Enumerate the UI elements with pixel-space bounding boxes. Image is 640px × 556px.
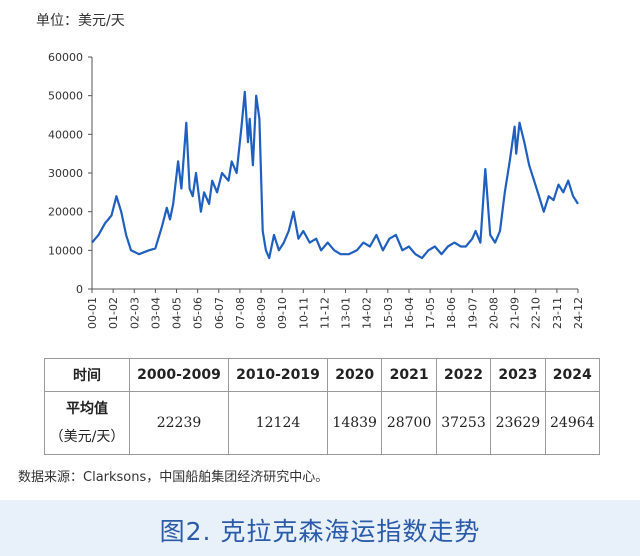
x-tick-label: 17-05 xyxy=(424,297,437,329)
table-header-cell: 2021 xyxy=(381,358,437,392)
x-tick-label: 02-03 xyxy=(128,297,141,329)
table-header-cell: 2024 xyxy=(544,358,601,392)
x-tick-label: 04-05 xyxy=(171,297,184,329)
x-tick-label: 05-06 xyxy=(192,297,205,329)
line-chart: 0 10000 20000 30000 40000 50000 60000 00-01 01-0… xyxy=(48,51,585,329)
x-tick-label: 13-01 xyxy=(340,297,353,329)
x-tick-label: 10-11 xyxy=(297,297,310,329)
x-tick-label: 16-04 xyxy=(403,297,416,329)
row-label-text: 平均值 xyxy=(66,401,108,417)
x-tick-label: 24-12 xyxy=(572,297,585,329)
x-tick-label: 18-06 xyxy=(445,297,458,329)
x-tick-label: 15-03 xyxy=(382,297,395,329)
y-tick-label: 30000 xyxy=(48,167,83,180)
y-tick-label: 40000 xyxy=(48,128,83,141)
table-header-cell: 时间 xyxy=(44,358,130,392)
table-header-cell: 2020 xyxy=(326,358,383,392)
figure-caption: 图2. 克拉克森海运指数走势 xyxy=(159,517,481,546)
x-tick-label: 06-07 xyxy=(213,297,226,329)
table-value-row: 平均值 （美元/天） 22239 12124 14839 28700 37253… xyxy=(44,391,601,455)
table-cell: 23629 xyxy=(490,391,546,455)
x-tick-label: 22-10 xyxy=(530,297,543,329)
x-tick-label: 01-02 xyxy=(107,297,120,329)
x-tick-label: 09-10 xyxy=(276,297,289,329)
x-tick-label: 08-09 xyxy=(255,297,268,329)
x-tick-label: 00-01 xyxy=(86,297,99,329)
x-tick-label: 19-07 xyxy=(466,297,479,329)
x-tick-label: 21-09 xyxy=(509,297,522,329)
table-header-row: 时间 2000-2009 2010-2019 2020 2021 2022 20… xyxy=(44,358,601,392)
x-tick-label: 03-04 xyxy=(149,297,162,329)
caption-bar xyxy=(0,500,640,556)
table-header-cell: 2022 xyxy=(435,358,492,392)
x-tick-label: 20-08 xyxy=(487,297,500,329)
table-cell: 28700 xyxy=(381,391,437,455)
table-cell: 14839 xyxy=(326,391,383,455)
table-header-cell: 2010-2019 xyxy=(228,358,328,392)
y-tick-label: 0 xyxy=(76,283,83,296)
y-unit-label: 单位：美元/天 xyxy=(36,13,125,29)
x-tick-label: 11-12 xyxy=(318,297,331,329)
table-header-cell: 2000-2009 xyxy=(129,358,229,392)
table-cell: 24964 xyxy=(544,391,601,455)
y-tick-label: 10000 xyxy=(48,244,83,257)
row-unit-text: （美元/天） xyxy=(49,429,125,445)
table-header-cell: 2023 xyxy=(490,358,546,392)
x-tick-label: 23-11 xyxy=(551,297,564,329)
x-tick-label: 14-02 xyxy=(361,297,374,329)
y-tick-label: 20000 xyxy=(48,206,83,219)
source-note: 数据来源：Clarksons，中国船舶集团经济研究中心。 xyxy=(18,470,329,485)
table-row-label: 平均值 （美元/天） xyxy=(44,391,130,455)
y-tick-label: 60000 xyxy=(48,51,83,64)
x-tick-label: 07-08 xyxy=(234,297,247,329)
series-line xyxy=(91,90,579,260)
chart-card: 单位：美元/天 0 10000 20000 30000 40000 50000 60000 0… xyxy=(18,13,601,485)
average-table: 时间 2000-2009 2010-2019 2020 2021 2022 20… xyxy=(44,358,601,455)
y-tick-label: 50000 xyxy=(48,90,83,103)
table-cell: 12124 xyxy=(228,391,328,455)
table-cell: 22239 xyxy=(129,391,229,455)
table-cell: 37253 xyxy=(435,391,492,455)
